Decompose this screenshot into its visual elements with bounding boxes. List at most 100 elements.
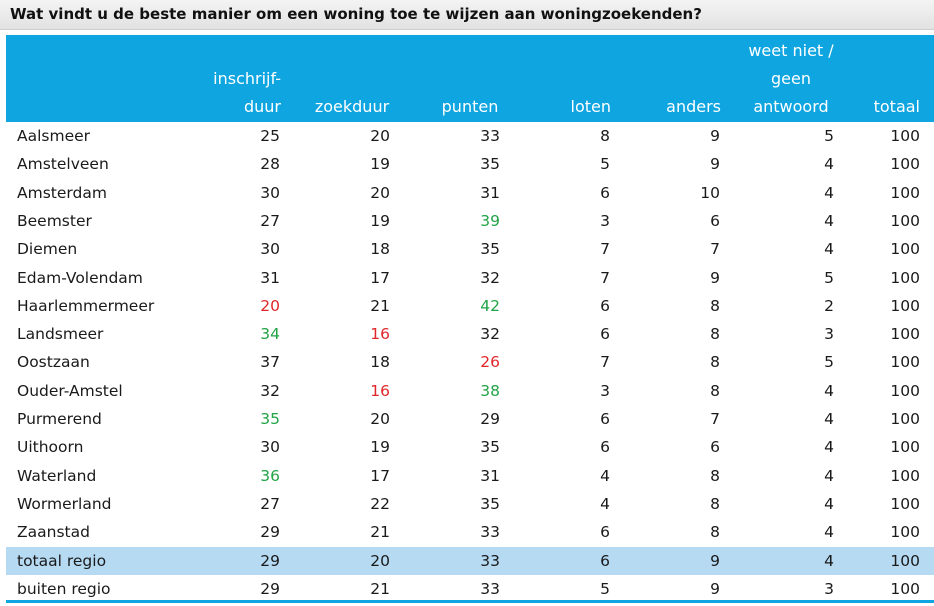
- cell-punten: 42: [480, 296, 500, 315]
- cell-anders: 8: [710, 381, 720, 400]
- cell-weetniet: 5: [824, 353, 834, 372]
- table-bottom-border: [6, 600, 934, 603]
- cell-totaal: 100: [890, 523, 920, 542]
- cell-inschrijfduur: 30: [260, 240, 280, 259]
- row-label: buiten regio: [17, 579, 111, 598]
- cell-anders: 8: [710, 523, 720, 542]
- cell-weetniet: 4: [824, 466, 834, 485]
- cell-weetniet: 3: [824, 325, 834, 344]
- table-row: Purmerend 35 20 29 6 7 4 100: [6, 405, 934, 433]
- cell-totaal: 100: [890, 127, 920, 145]
- cell-punten: 35: [480, 240, 500, 259]
- cell-loten: 7: [600, 240, 610, 259]
- cell-anders: 9: [710, 268, 720, 287]
- header-zoekduur: zoekduur: [314, 97, 390, 116]
- cell-inschrijfduur: 30: [260, 438, 280, 457]
- cell-loten: 4: [600, 466, 610, 485]
- cell-weetniet: 4: [824, 240, 834, 259]
- cell-totaal: 100: [890, 240, 920, 259]
- cell-loten: 8: [600, 127, 610, 145]
- title-bar: Wat vindt u de beste manier om een wonin…: [0, 0, 934, 30]
- table-row: Uithoorn 30 19 35 6 6 4 100: [6, 433, 934, 461]
- cell-zoekduur: 19: [370, 211, 390, 230]
- cell-punten: 35: [480, 438, 500, 457]
- table-row: Landsmeer 34 16 32 6 8 3 100: [6, 320, 934, 348]
- table-row: Ouder-Amstel 32 16 38 3 8 4 100: [6, 377, 934, 405]
- cell-punten: 33: [480, 579, 500, 598]
- header-inschrijfduur-line1: inschrijf-: [213, 69, 281, 88]
- cell-loten: 7: [600, 353, 610, 372]
- cell-totaal: 100: [890, 438, 920, 457]
- cell-punten: 26: [480, 353, 500, 372]
- cell-anders: 8: [710, 353, 720, 372]
- cell-loten: 6: [600, 325, 610, 344]
- cell-totaal: 100: [890, 579, 920, 598]
- row-label: Uithoorn: [17, 438, 84, 457]
- cell-zoekduur: 20: [370, 127, 390, 145]
- cell-totaal: 100: [890, 494, 920, 513]
- row-label: Landsmeer: [17, 325, 104, 344]
- cell-punten: 29: [480, 410, 500, 428]
- cell-zoekduur: 21: [370, 296, 390, 315]
- cell-weetniet: 4: [824, 551, 834, 570]
- cell-weetniet: 4: [824, 438, 834, 457]
- cell-inschrijfduur: 28: [260, 155, 280, 174]
- cell-weetniet: 4: [824, 410, 834, 428]
- cell-anders: 6: [710, 211, 720, 230]
- cell-anders: 7: [710, 410, 720, 428]
- cell-zoekduur: 18: [370, 240, 390, 259]
- cell-inschrijfduur: 31: [260, 268, 280, 287]
- cell-loten: 6: [600, 551, 610, 570]
- table-row: Beemster 27 19 39 3 6 4 100: [6, 207, 934, 235]
- cell-weetniet: 4: [824, 523, 834, 542]
- cell-inschrijfduur: 36: [260, 466, 280, 485]
- cell-punten: 35: [480, 494, 500, 513]
- cell-totaal: 100: [890, 211, 920, 230]
- cell-anders: 7: [710, 240, 720, 259]
- row-label: Diemen: [17, 240, 78, 259]
- header-totaal: totaal: [873, 97, 920, 116]
- table-row: Haarlemmermeer 20 21 42 6 8 2 100: [6, 292, 934, 320]
- cell-loten: 6: [600, 438, 610, 457]
- row-label: Amstelveen: [17, 155, 109, 174]
- cell-weetniet: 4: [824, 381, 834, 400]
- cell-weetniet: 4: [824, 183, 834, 202]
- cell-punten: 33: [480, 127, 500, 145]
- cell-totaal: 100: [890, 268, 920, 287]
- cell-weetniet: 2: [824, 296, 834, 315]
- cell-zoekduur: 17: [370, 466, 390, 485]
- header-punten: punten: [441, 97, 499, 116]
- cell-zoekduur: 17: [370, 268, 390, 287]
- cell-zoekduur: 19: [370, 155, 390, 174]
- cell-weetniet: 4: [824, 494, 834, 513]
- cell-inschrijfduur: 29: [260, 579, 280, 598]
- cell-loten: 3: [600, 381, 610, 400]
- cell-totaal: 100: [890, 410, 920, 428]
- table-row: Diemen 30 18 35 7 7 4 100: [6, 235, 934, 263]
- cell-punten: 33: [480, 551, 500, 570]
- cell-anders: 8: [710, 325, 720, 344]
- cell-weetniet: 5: [824, 268, 834, 287]
- cell-punten: 32: [480, 325, 500, 344]
- table-row: Wormerland 27 22 35 4 8 4 100: [6, 490, 934, 518]
- row-label: Edam-Volendam: [17, 268, 143, 287]
- cell-totaal: 100: [890, 155, 920, 174]
- cell-inschrijfduur: 34: [260, 325, 280, 344]
- cell-zoekduur: 22: [370, 494, 390, 513]
- table-row: Oostzaan 37 18 26 7 8 5 100: [6, 348, 934, 376]
- cell-inschrijfduur: 20: [260, 296, 280, 315]
- cell-weetniet: 4: [824, 155, 834, 174]
- cell-punten: 31: [480, 183, 500, 202]
- header-inschrijfduur-line2: duur: [243, 97, 281, 116]
- cell-zoekduur: 16: [370, 325, 390, 344]
- cell-loten: 6: [600, 183, 610, 202]
- header-weetniet-line2: geen: [771, 69, 811, 88]
- cell-totaal: 100: [890, 381, 920, 400]
- header-anders: anders: [666, 97, 721, 116]
- cell-loten: 3: [600, 211, 610, 230]
- cell-loten: 5: [600, 155, 610, 174]
- cell-loten: 6: [600, 410, 610, 428]
- row-label: Zaanstad: [17, 523, 90, 542]
- table-row: Zaanstad 29 21 33 6 8 4 100: [6, 518, 934, 546]
- header-weetniet-line3: antwoord: [753, 97, 829, 116]
